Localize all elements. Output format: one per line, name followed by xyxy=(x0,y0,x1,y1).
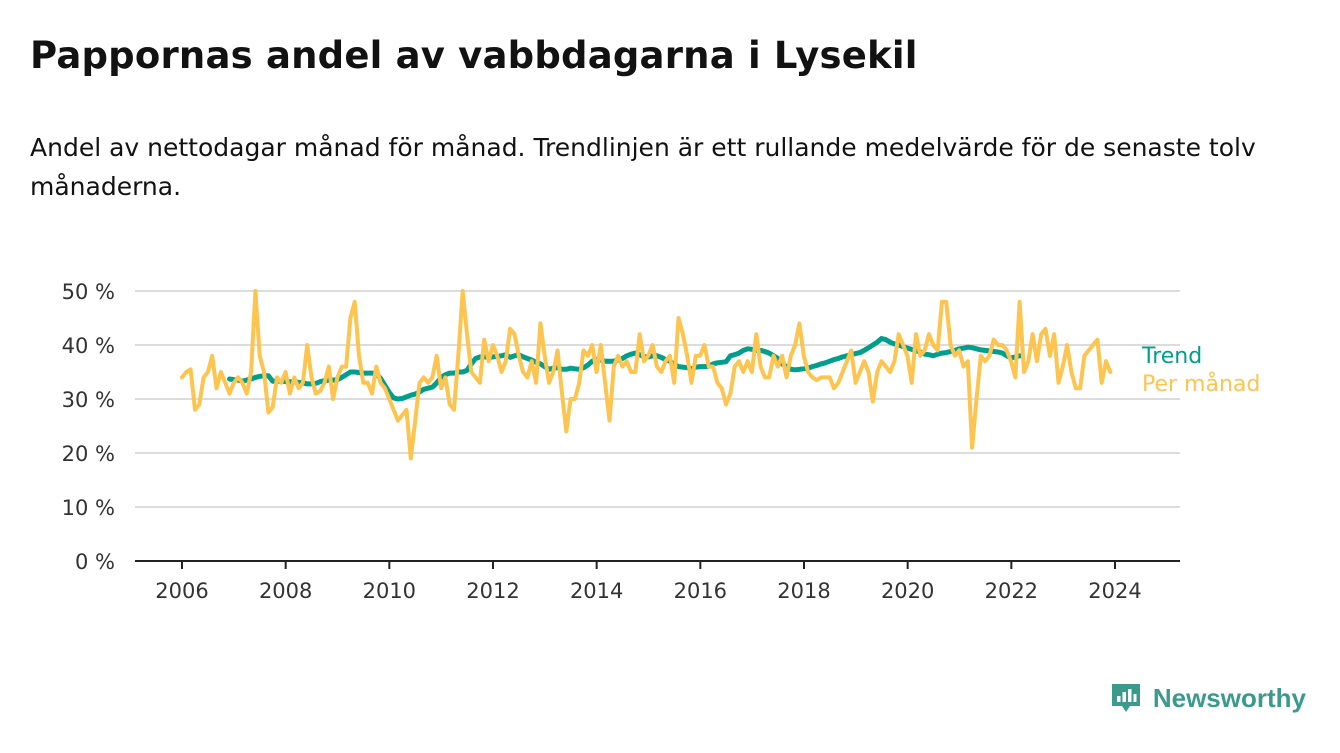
y-tick-label: 40 % xyxy=(62,334,115,358)
x-axis: 2006 2008 2010 2012 2014 2016 2018 2020 2022 2024 xyxy=(135,560,1180,603)
x-tick-label: 2020 xyxy=(881,579,934,603)
y-tick-label: 0 % xyxy=(75,550,115,574)
y-tick-label: 30 % xyxy=(62,388,115,412)
brand-logo: Newsworthy xyxy=(1109,681,1306,715)
series-lines xyxy=(180,289,1113,461)
monthly-series-line xyxy=(180,289,1113,461)
monthly-series-label: Per månad xyxy=(1142,371,1260,397)
x-tick-label: 2012 xyxy=(466,579,519,603)
trend-series-label: Trend xyxy=(1141,344,1202,369)
x-tick-label: 2022 xyxy=(985,579,1038,603)
chart-title: Pappornas andel av vabbdagarna i Lysekil xyxy=(30,34,918,77)
x-tick-label: 2018 xyxy=(777,579,830,603)
x-tick-label: 2006 xyxy=(155,579,208,603)
bar-chart-badge-icon xyxy=(1111,684,1140,712)
x-tick-label: 2024 xyxy=(1088,579,1141,603)
y-axis-tick-labels: 0 % 10 % 20 % 30 % 40 % 50 % xyxy=(62,280,115,574)
x-tick-label: 2014 xyxy=(570,579,623,603)
chart-subtitle: Andel av nettodagar månad för månad. Tre… xyxy=(30,133,1256,201)
x-tick-label: 2010 xyxy=(363,579,416,603)
gridlines xyxy=(135,290,1180,508)
x-tick-label: 2008 xyxy=(259,579,312,603)
y-tick-label: 50 % xyxy=(62,280,115,304)
brand-name: Newsworthy xyxy=(1152,682,1306,713)
x-tick-label: 2016 xyxy=(674,579,727,603)
y-tick-label: 10 % xyxy=(62,496,115,520)
y-tick-label: 20 % xyxy=(62,442,115,466)
